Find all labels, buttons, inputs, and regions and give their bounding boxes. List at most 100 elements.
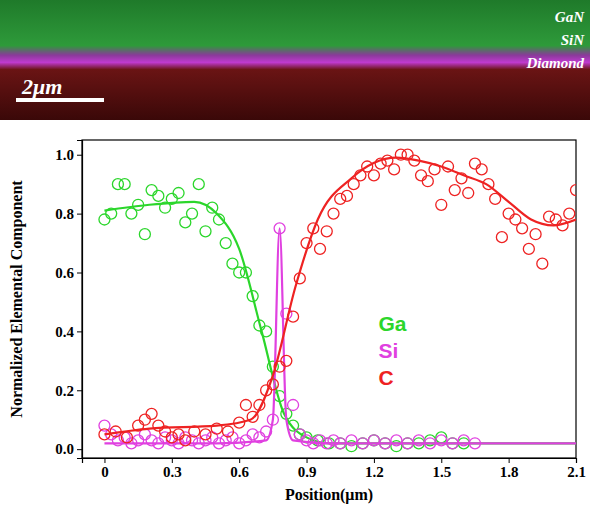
y-tick-label: 1.0 [55,147,74,163]
data-point [537,258,548,269]
x-axis-title: Position(μm) [285,486,373,504]
fit-line [104,158,576,435]
x-tick-mark [374,458,375,463]
data-point [469,158,480,169]
data-point [187,208,198,219]
x-tick-label: 1.2 [365,464,384,480]
data-point [153,190,164,201]
data-point [315,243,326,254]
data-point [146,408,157,419]
y-tick: 0.4 [55,324,82,340]
data-point [121,432,132,443]
y-tick: 0.0 [55,441,82,457]
data-point [240,400,251,411]
data-point [173,188,184,199]
x-tick-mark [172,458,173,463]
data-point [496,232,507,243]
y-tick-label: 0.2 [55,383,74,399]
data-point [530,229,541,240]
data-point [166,432,177,443]
data-point [173,429,184,440]
y-tick-mark [77,390,82,391]
x-tick-mark [509,458,510,463]
image-label: SiN [561,32,586,48]
data-point [99,214,110,225]
data-point [436,199,447,210]
y-axis: 0.0 0.2 0.4 0.6 0.8 1.0 [55,141,82,459]
x-tick-label: 2.1 [567,464,586,480]
y-tick-mark [77,449,82,450]
data-point [281,355,292,366]
data-point [234,267,245,278]
y-tick-label: 0.6 [55,265,74,281]
x-tick: 0 [101,458,109,480]
data-point [328,208,339,219]
y-tick-mark [77,273,82,274]
data-point [503,208,514,219]
data-point [288,400,299,411]
data-point [389,164,400,175]
series-c [99,149,576,446]
data-point [220,238,231,249]
legend-entry: Ga [378,312,406,335]
y-tick: 0.8 [55,206,82,222]
series-ga [99,179,576,452]
data-point [146,185,157,196]
data-point [247,429,258,440]
x-tick: 0.9 [298,458,317,480]
y-tick-mark [77,155,82,156]
data-point [544,211,555,222]
data-point [119,179,130,190]
x-tick-mark [239,458,240,463]
x-tick: 0.6 [230,458,249,480]
fit-line [104,228,576,443]
y-tick-mark [77,331,82,332]
x-tick-label: 0.6 [230,464,249,480]
plot-area [99,149,576,452]
data-point [321,226,332,237]
y-tick-label: 0.0 [55,441,74,457]
data-point [422,176,433,187]
data-point [517,223,528,234]
data-point [368,170,379,181]
scale-bar-label: 2μm [21,74,62,99]
data-point [200,226,211,237]
x-tick: 1.2 [365,458,384,480]
x-tick: 0.3 [163,458,182,480]
y-tick-label: 0.4 [55,324,74,340]
data-point [180,435,191,446]
x-tick: 1.5 [432,458,451,480]
x-tick-label: 1.8 [500,464,519,480]
data-point [335,193,346,204]
data-point [193,179,204,190]
y-axis-title: Normalized Elemental Component [8,180,26,418]
data-point [240,435,251,446]
data-point [571,185,577,196]
data-point [564,208,575,219]
x-axis-line [83,459,577,464]
y-tick-mark [77,214,82,215]
data-point [139,229,150,240]
data-point [112,179,123,190]
figure: GaNSiNDiamond2μm00.30.60.91.21.51.82.10.… [0,0,590,510]
data-point [416,170,427,181]
data-point [550,214,561,225]
y-tick: 1.0 [55,147,82,163]
data-point [476,164,487,175]
x-tick-mark [576,458,577,463]
data-point [139,414,150,425]
x-tick-label: 0 [101,464,109,480]
x-tick-label: 0.3 [163,464,182,480]
x-axis: 0 0.3 0.6 0.9 1.2 1.5 1.8 2.1 [83,458,586,480]
fit-line [104,202,576,443]
legend-entry: Si [378,339,398,362]
image-label: GaN [555,9,585,25]
y-tick: 0.6 [55,265,82,281]
data-point [523,243,534,254]
data-point [341,190,352,201]
x-tick: 2.1 [567,458,586,480]
x-tick-label: 1.5 [432,464,451,480]
micrograph-image [0,0,590,120]
y-tick: 0.2 [55,383,82,399]
data-point [294,429,305,440]
